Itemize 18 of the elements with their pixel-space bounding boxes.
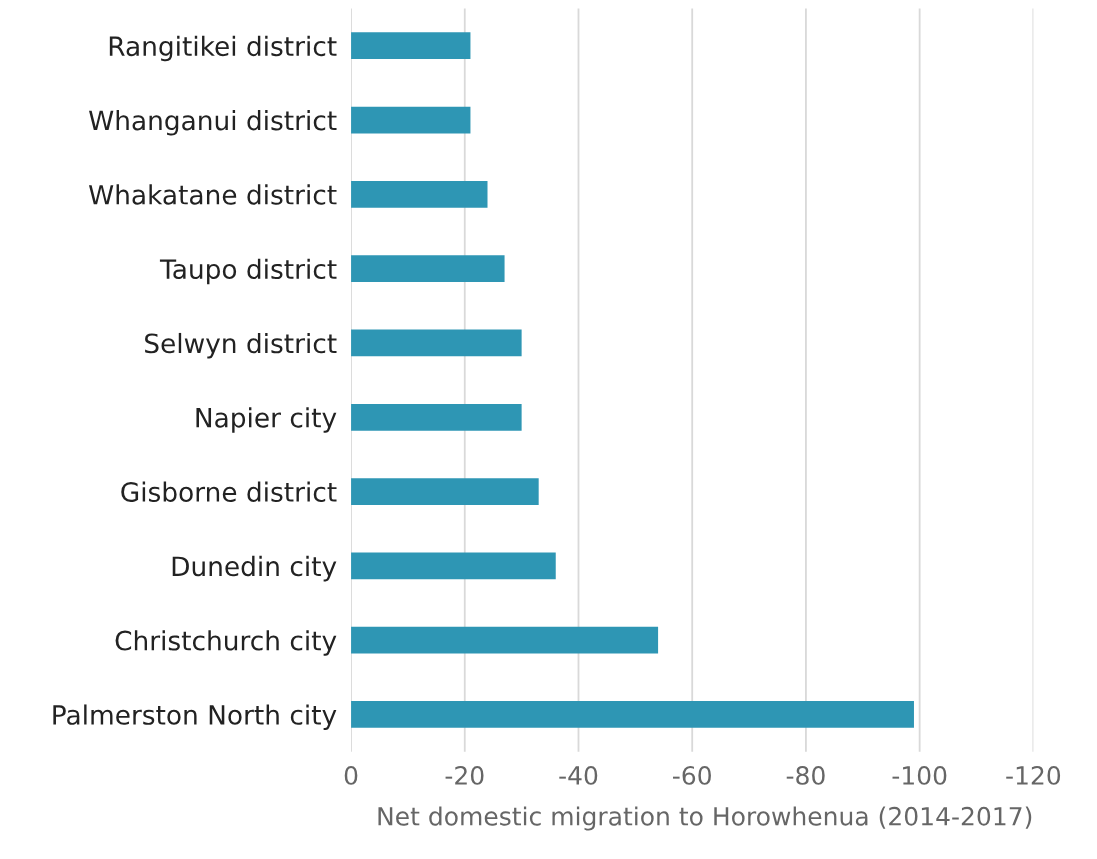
x-axis-title: Net domestic migration to Horowhenua (2014-2017) [378, 806, 1032, 831]
y-tick-label: Dunedin city [172, 555, 337, 582]
y-tick-label: Napier city [196, 407, 337, 433]
y-tick-label: Whakatane district [88, 184, 337, 205]
x-tick-label: 0 [344, 765, 358, 785]
x-tick-label: -100 [892, 765, 947, 785]
y-tick-label: Rangitikei district [109, 35, 337, 62]
x-tick-label: -80 [786, 765, 825, 785]
y-tick-label: Gisborne district [121, 481, 337, 502]
y-tick-label: Christchurch city [115, 630, 337, 656]
y-tick-label: Whanganui district [89, 110, 337, 136]
y-tick-label: Palmerston North city [53, 704, 337, 730]
x-tick-label: -60 [673, 765, 711, 785]
x-tick-label: -120 [1006, 765, 1061, 785]
y-tick-label: Taupo district [159, 258, 337, 285]
y-tick-label: Selwyn district [145, 332, 337, 359]
x-tick-label: -40 [559, 765, 598, 785]
x-tick-label: -20 [445, 765, 484, 785]
